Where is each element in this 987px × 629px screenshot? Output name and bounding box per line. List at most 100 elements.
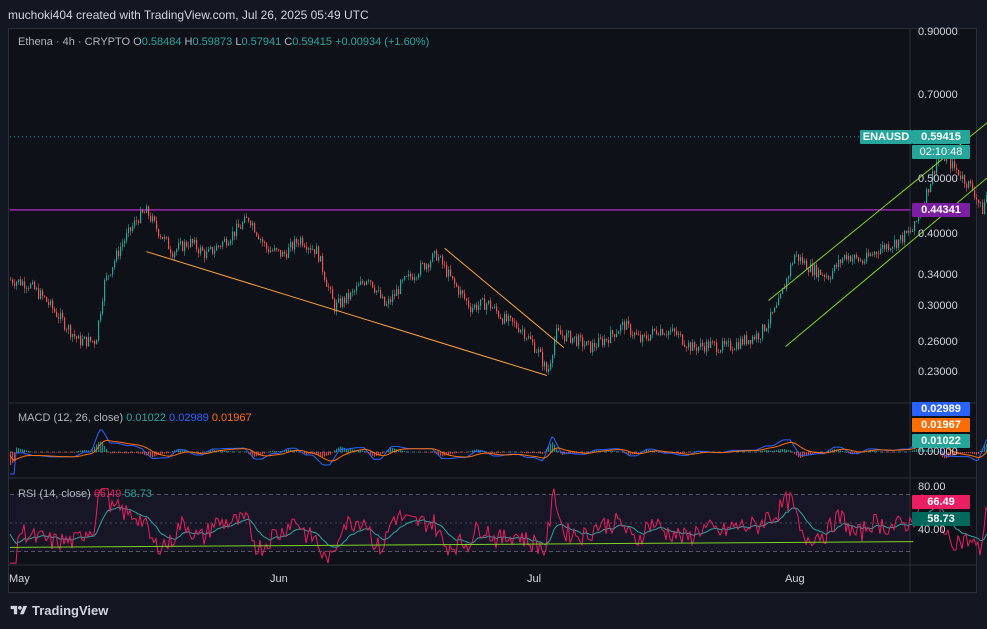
candle-body (692, 342, 694, 351)
y-tick-label: 0.40000 (918, 228, 958, 241)
macd-histogram-bar (52, 452, 54, 453)
candle-body (200, 247, 202, 254)
macd-histogram-bar (296, 450, 298, 452)
candle-body (850, 255, 852, 262)
candle-body (796, 254, 798, 256)
candle-body (624, 321, 626, 330)
macd-histogram-bar (900, 451, 902, 453)
macd-histogram-bar (60, 452, 62, 453)
candle-body (274, 248, 276, 251)
macd-histogram-bar (884, 452, 886, 453)
candle-body (900, 235, 902, 240)
candle-body (704, 346, 706, 352)
macd-histogram-bar (790, 450, 792, 452)
candle-body (654, 328, 656, 331)
macd-histogram-bar (24, 449, 26, 452)
macd-histogram-bar (512, 451, 514, 453)
candle-body (804, 260, 806, 264)
candle-body (410, 273, 412, 277)
y-tick-label: 0.34000 (918, 268, 958, 281)
macd-histogram-bar (666, 452, 668, 453)
macd-histogram-bar (304, 452, 306, 454)
rsi-label[interactable]: RSI (14, close) (18, 488, 91, 500)
candle-body (416, 277, 418, 279)
macd-histogram-bar (298, 451, 300, 453)
candle-body (814, 264, 816, 276)
macd-histogram-bar (204, 452, 206, 453)
candle-body (218, 245, 220, 247)
candle-body (380, 290, 382, 299)
candle-body (878, 253, 880, 255)
candle-body (564, 335, 566, 342)
candle-body (472, 307, 474, 312)
macd-histogram-bar (408, 451, 410, 453)
candle-body (518, 327, 520, 333)
symbol-label[interactable]: Ethena · 4h · CRYPTO (18, 36, 131, 48)
macd-histogram-bar (962, 452, 964, 454)
candle-body (364, 282, 366, 285)
chart-frame[interactable] (8, 28, 977, 593)
candle-body (730, 341, 732, 350)
candle-body (688, 342, 690, 348)
candle-body (658, 334, 660, 335)
macd-histogram-bar (526, 452, 528, 454)
macd-histogram-bar (418, 451, 420, 453)
candle-body (590, 341, 592, 353)
macd-histogram-bar (832, 449, 834, 452)
candle-body (540, 349, 542, 352)
tradingview-logo[interactable]: TradingView (10, 603, 108, 618)
candle-body (332, 289, 334, 300)
macd-label[interactable]: MACD (12, 26, close) (18, 412, 124, 424)
macd-histogram-bar (68, 452, 70, 453)
candle-body (408, 273, 410, 277)
macd-histogram-bar (88, 450, 90, 452)
macd-histogram-bar (56, 452, 58, 453)
candle-body (352, 291, 354, 293)
macd-histogram-bar (952, 452, 954, 456)
candle-body (266, 243, 268, 249)
candle-body (606, 338, 608, 341)
candle-body (862, 260, 864, 264)
candle-body (808, 269, 810, 273)
candle-body (264, 242, 266, 244)
candle-body (754, 336, 756, 340)
candle-body (514, 321, 516, 323)
candle-body (132, 226, 134, 231)
candle-body (520, 330, 522, 333)
macd-histogram-bar (220, 450, 222, 452)
candle-body (20, 279, 22, 286)
candle-body (572, 337, 574, 343)
macd-histogram-bar (630, 452, 632, 455)
macd-histogram-bar (420, 451, 422, 453)
macd-histogram-bar (950, 452, 952, 457)
candle-body (466, 298, 468, 301)
macd-histogram-bar (64, 452, 66, 453)
macd-histogram-bar (528, 452, 530, 454)
macd-histogram-bar (872, 450, 874, 452)
macd-hist-tag: 0.01022 (912, 434, 970, 448)
candle-body (512, 317, 514, 322)
candle-body (98, 320, 100, 341)
candle-body (52, 300, 54, 309)
candle-body (10, 279, 12, 281)
candle-body (126, 233, 128, 241)
macd-histogram-bar (416, 451, 418, 453)
macd-histogram-bar (934, 450, 936, 452)
candle-body (676, 331, 678, 335)
macd-histogram-bar (852, 452, 854, 455)
macd-histogram-bar (110, 452, 112, 454)
macd-histogram-bar (690, 452, 692, 453)
candle-body (722, 341, 724, 351)
candle-body (440, 256, 442, 258)
macd-histogram-bar (270, 451, 272, 452)
macd-histogram-bar (560, 452, 562, 454)
macd-histogram-bar (344, 447, 346, 452)
candle-body (732, 349, 734, 351)
open-value: 0.58484 (141, 36, 182, 48)
candle-body (772, 311, 774, 313)
candle-body (120, 246, 122, 257)
candle-body (620, 324, 622, 332)
candle-body (178, 243, 180, 250)
candle-body (240, 227, 242, 229)
